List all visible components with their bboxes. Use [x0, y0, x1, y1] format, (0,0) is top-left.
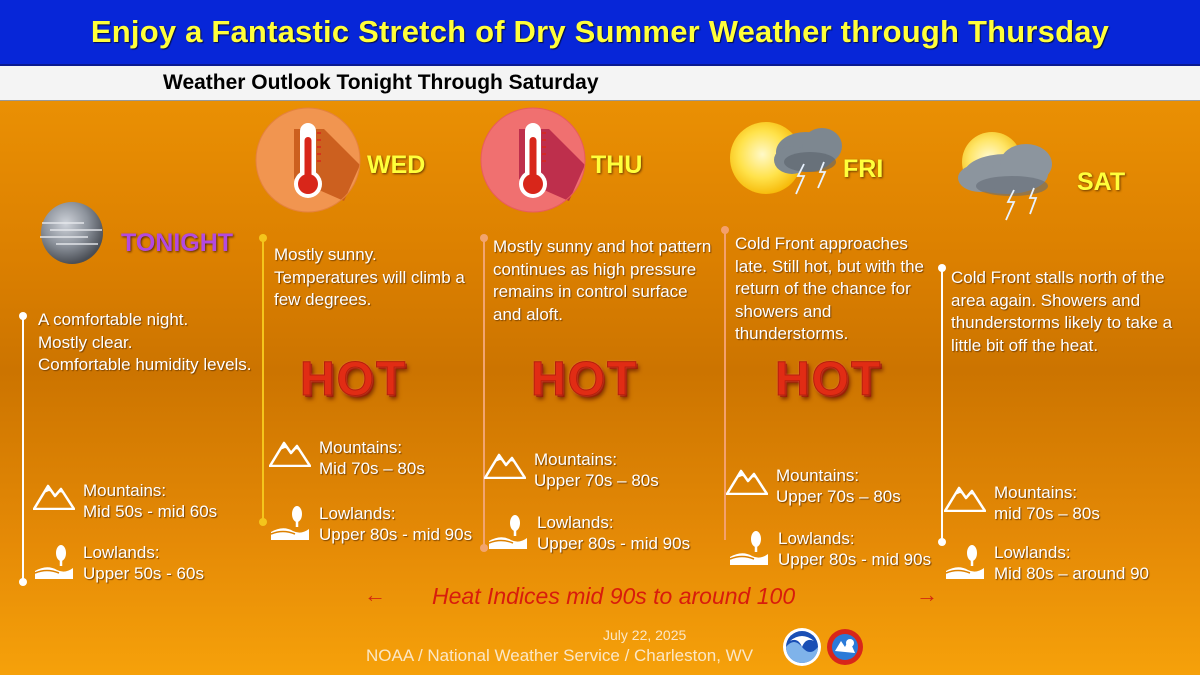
- sun-thunderstorm-icon: [958, 132, 1052, 221]
- hot-label: HOT: [530, 353, 639, 407]
- period-description: Cold Front approaches late. Still hot, b…: [735, 234, 924, 343]
- thermometer-hot-icon: [480, 107, 586, 213]
- timeline-dot: [259, 518, 267, 526]
- period-description: A comfortable night. Mostly clear. Comfo…: [38, 310, 252, 374]
- timeline-line: [262, 238, 264, 522]
- timeline-dot: [480, 234, 488, 242]
- lowlands-forecast: Lowlands: Upper 80s - mid 90s: [728, 528, 931, 570]
- mountain-icon: [269, 441, 311, 467]
- day-label-fri: FRI: [843, 155, 884, 183]
- mountains-forecast: Mountains: mid 70s – 80s: [944, 482, 1100, 524]
- heat-indices-row: ← Heat Indices mid 90s to around 100 →: [360, 582, 950, 612]
- period-description: Mostly sunny and hot pattern continues a…: [493, 237, 712, 324]
- timeline-line: [483, 238, 485, 548]
- day-label-wed: WED: [367, 151, 426, 179]
- timeline-dot: [19, 578, 27, 586]
- timeline-line: [941, 268, 943, 542]
- lowlands-tree-icon: [945, 545, 984, 579]
- lowlands-tree-icon: [34, 545, 73, 579]
- noaa-logo-icon: [783, 628, 821, 666]
- title-banner: Enjoy a Fantastic Stretch of Dry Summer …: [0, 0, 1200, 66]
- hot-label: HOT: [299, 353, 408, 407]
- day-label-sat: SAT: [1077, 168, 1126, 196]
- sun-thunderstorm-icon: [730, 122, 842, 195]
- lowlands-tree-icon: [270, 506, 309, 540]
- clear-night-moon-icon: [40, 202, 103, 264]
- organization-credit: NOAA / National Weather Service / Charle…: [366, 646, 754, 665]
- right-arrow-icon: →: [916, 582, 938, 607]
- timeline-line: [724, 230, 726, 540]
- period-description: Mostly sunny. Temperatures will climb a …: [274, 245, 465, 309]
- lowlands-forecast: Lowlands: Upper 50s - 60s: [33, 542, 204, 584]
- mountains-forecast: Mountains: Upper 70s – 80s: [484, 449, 659, 491]
- mountains-forecast: Mountains: Upper 70s – 80s: [726, 465, 901, 507]
- mountain-icon: [33, 484, 75, 510]
- mountain-icon: [484, 453, 526, 479]
- timeline-dot: [259, 234, 267, 242]
- lowlands-forecast: Lowlands: Mid 80s – around 90: [944, 542, 1149, 584]
- day-label-tonight: TONIGHT: [121, 229, 234, 257]
- mountains-forecast: Mountains: Mid 70s – 80s: [269, 437, 425, 479]
- thermometer-hot-icon: [255, 107, 361, 213]
- lowlands-tree-icon: [488, 515, 527, 549]
- nws-logo-icon: [827, 629, 863, 665]
- lowlands-forecast: Lowlands: Upper 80s - mid 90s: [269, 503, 472, 545]
- timeline-dot: [938, 264, 946, 272]
- left-arrow-icon: ←: [364, 582, 386, 607]
- timeline-dot: [480, 544, 488, 552]
- subtitle-banner: Weather Outlook Tonight Through Saturday: [0, 66, 1200, 101]
- mountains-forecast: Mountains: Mid 50s - mid 60s: [33, 480, 217, 522]
- period-description: Cold Front stalls north of the area agai…: [951, 268, 1173, 355]
- mountain-icon: [944, 486, 986, 512]
- day-label-thu: THU: [591, 151, 643, 179]
- page-title: Enjoy a Fantastic Stretch of Dry Summer …: [90, 14, 1110, 49]
- timeline-dot: [19, 312, 27, 320]
- heat-indices-text: Heat Indices mid 90s to around 100: [432, 583, 796, 609]
- lowlands-forecast: Lowlands: Upper 80s - mid 90s: [487, 512, 690, 554]
- lowlands-tree-icon: [729, 531, 768, 565]
- timeline-dot: [938, 538, 946, 546]
- mountain-icon: [726, 469, 768, 495]
- issue-date: July 22, 2025: [603, 627, 687, 643]
- timeline-line: [22, 316, 24, 582]
- timeline-dot: [721, 226, 729, 234]
- page-subtitle: Weather Outlook Tonight Through Saturday: [163, 71, 599, 94]
- hot-label: HOT: [774, 353, 883, 407]
